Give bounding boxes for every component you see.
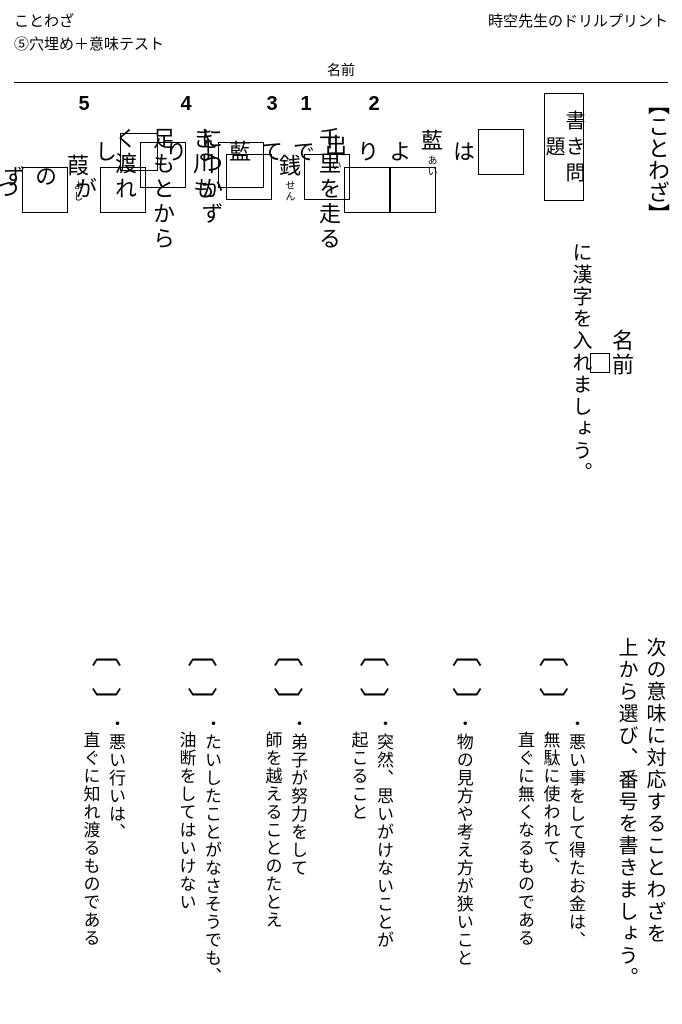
answer-blank[interactable] bbox=[218, 142, 264, 188]
answer-blank[interactable] bbox=[100, 167, 146, 213]
meaning-line: ・悪い行いは、 bbox=[106, 715, 125, 841]
instruction-bottom: 次の意味に対応することわざを 上から選び、番号を書きましょう。 bbox=[610, 637, 668, 1007]
answer-blank[interactable] bbox=[390, 167, 436, 213]
problem-number: 3 bbox=[266, 93, 277, 116]
problem-number: 4 bbox=[180, 93, 191, 116]
answer-bracket[interactable]: 〔〕 bbox=[270, 637, 300, 707]
text: き川も bbox=[186, 127, 218, 202]
answer-blank[interactable] bbox=[304, 154, 350, 200]
answer-bracket[interactable]: 〔〕 bbox=[448, 637, 478, 707]
meaning-line: ・物の見方や考え方が狭いこと bbox=[454, 715, 473, 967]
meaning-line: 油断をしてはいけない bbox=[173, 731, 199, 911]
ruby: よし bbox=[69, 180, 84, 202]
worksheet-top: 【ことわざ】 名前 に漢字を入れましょう。 書き問題 1 は 藍あい より 出い… bbox=[14, 93, 668, 633]
instr-line2: 上から選び、番号を書きましょう。 bbox=[615, 637, 637, 989]
meaning-line: 無駄に使われて、 bbox=[537, 731, 563, 875]
meaning-line: 師を越えることのたとえ bbox=[259, 731, 285, 929]
meaning-line: 直ぐに無くなるものである bbox=[512, 731, 538, 947]
text: 足もとから bbox=[146, 127, 178, 252]
subheader: ⑤穴埋め＋意味テスト bbox=[14, 33, 668, 54]
meaning-line: 起こること bbox=[345, 731, 371, 821]
answer-bracket[interactable]: 〔〕 bbox=[535, 637, 565, 707]
instruction-column: 名前 に漢字を入れましょう。 bbox=[600, 93, 632, 633]
answer-blank[interactable] bbox=[478, 129, 524, 175]
meaning-3: 〔〕 ・突然、思いがけないことが 起こること bbox=[345, 637, 396, 949]
inline-box-icon bbox=[590, 353, 610, 373]
meaning-1: 〔〕 ・悪い事をして得たお金は、 無駄に使われて、 直ぐに無くなるものである bbox=[512, 637, 589, 949]
instr-line1: 次の意味に対応することわざを bbox=[643, 637, 665, 945]
meaning-6: 〔〕 ・悪い行いは、 直ぐに知れ渡るものである bbox=[77, 637, 128, 947]
divider bbox=[14, 82, 668, 83]
text: 銭 bbox=[272, 154, 304, 179]
instruction-top-text: に漢字を入れましょう。 bbox=[570, 242, 590, 484]
header-left: ことわざ bbox=[14, 10, 74, 31]
meaning-5: 〔〕 ・たいしたことがなさそうでも、 油断をしてはいけない bbox=[173, 637, 224, 985]
meaning-line: ・突然、思いがけないことが bbox=[374, 715, 393, 949]
answer-bracket[interactable]: 〔〕 bbox=[184, 637, 214, 707]
meaning-line: 直ぐに知れ渡るものである bbox=[77, 731, 103, 947]
name-label-top: 名前 bbox=[14, 60, 668, 80]
problem-number: 2 bbox=[368, 93, 379, 116]
answer-blank[interactable] bbox=[344, 167, 390, 213]
ruby: せん bbox=[281, 180, 296, 202]
meaning-2: 〔〕 ・物の見方や考え方が狭いこと bbox=[448, 637, 478, 967]
answer-bracket[interactable]: 〔〕 bbox=[356, 637, 386, 707]
meaning-line: ・悪い事をして得たお金は、 bbox=[566, 715, 585, 949]
header-right: 時空先生のドリルプリント bbox=[488, 10, 668, 31]
meaning-line: ・弟子が努力をして bbox=[288, 715, 307, 877]
worksheet-bottom: 次の意味に対応することわざを 上から選び、番号を書きましょう。 〔〕 ・悪い事を… bbox=[14, 637, 668, 1017]
kaki-box: 書き問題 bbox=[544, 93, 584, 201]
meaning-4: 〔〕 ・弟子が努力をして 師を越えることのたとえ bbox=[259, 637, 310, 929]
meaning-line: ・たいしたことがなさそうでも、 bbox=[202, 715, 221, 985]
section-title: 【ことわざ】 bbox=[638, 93, 668, 633]
problem-6: 6 葭よし のずいから をのぞく bbox=[0, 93, 92, 228]
name-vertical: 名前 bbox=[610, 329, 632, 377]
answer-bracket[interactable]: 〔〕 bbox=[88, 637, 118, 707]
